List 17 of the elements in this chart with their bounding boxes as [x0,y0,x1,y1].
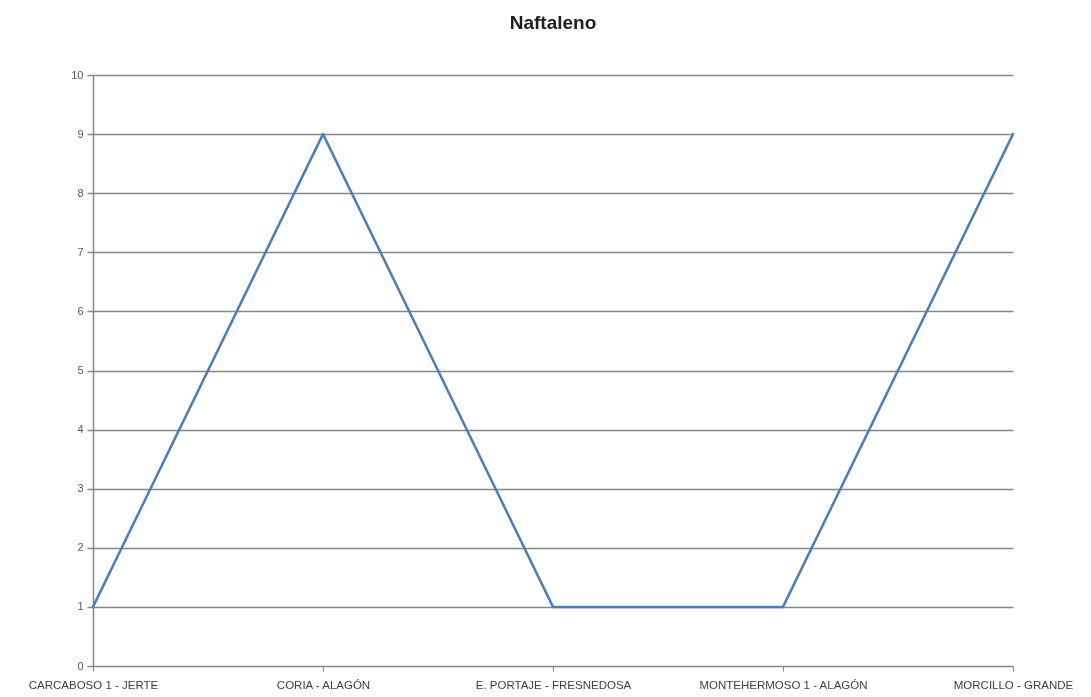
x-tick-label: E. PORTAJE - FRESNEDOSA [475,678,632,691]
x-tick-label: MONTEHERMOSO 1 - ALAGÓN [699,678,868,691]
y-tick-label: 9 [77,127,84,140]
y-tick-label: 2 [77,541,84,554]
x-tick-label: CORIA - ALAGÓN [276,678,371,691]
y-tick-label: 4 [77,423,84,436]
y-tick-label: 10 [71,68,84,81]
x-tick-label: MORCILLO - GRANDE [953,678,1074,691]
y-tick-label: 0 [77,659,84,672]
y-tick-label: 1 [77,600,84,613]
y-tick-label: 7 [77,245,84,258]
y-tick-label: 6 [77,304,84,317]
x-tick-label: CARCABOSO 1 - JERTE [28,678,159,691]
y-tick-label: 5 [77,364,84,376]
chart-title: Naftaleno [509,12,597,33]
y-tick-label: 3 [77,482,84,495]
y-tick-label: 8 [77,186,84,199]
